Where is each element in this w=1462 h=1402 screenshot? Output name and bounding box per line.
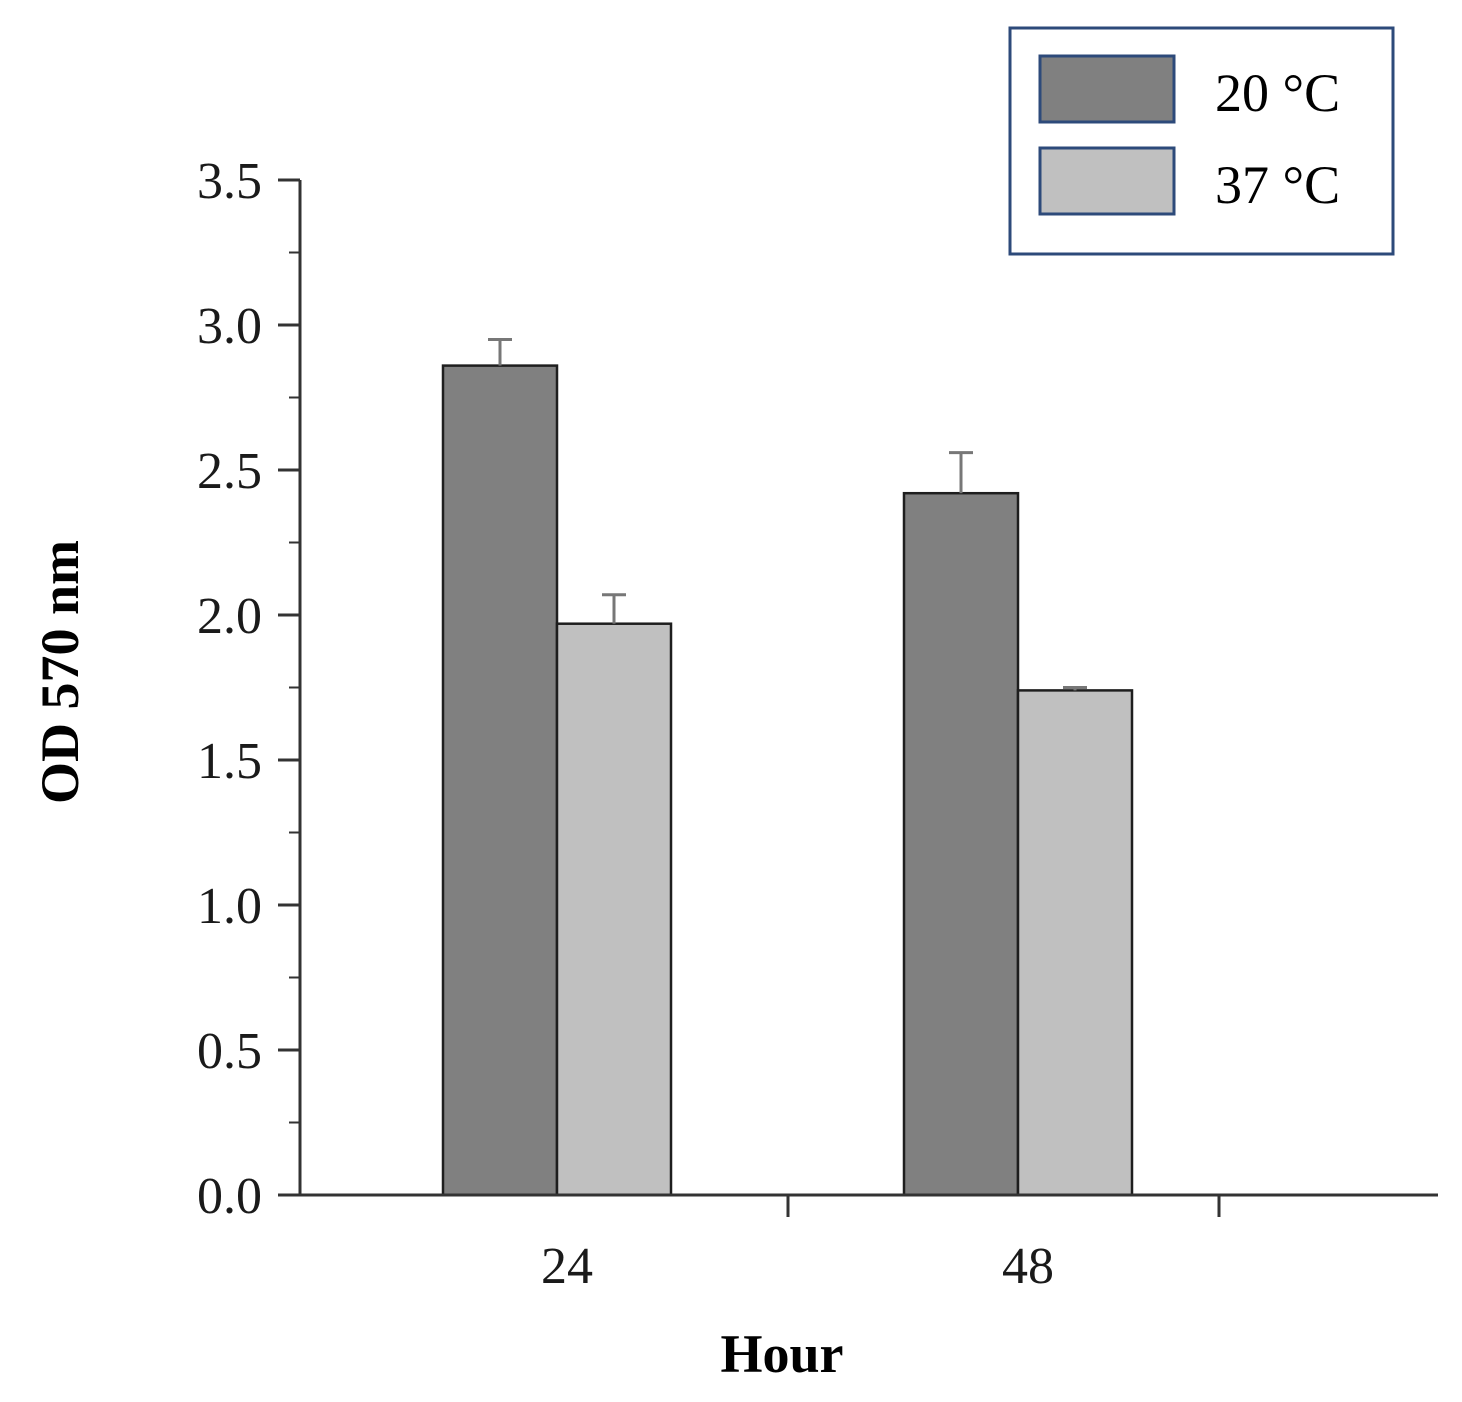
bar-48h-series-1: [1016, 689, 1134, 1197]
legend-swatch-20c: [1038, 54, 1176, 124]
bars: [441, 364, 1134, 1197]
x-axis-ticks: 24 48: [541, 1195, 1221, 1295]
y-tick-label: 2.5: [197, 443, 262, 500]
y-tick-label: 1.0: [197, 878, 262, 935]
bar-24h-series-1: [555, 622, 673, 1197]
legend-label-37c: 37 °C: [1215, 155, 1340, 215]
y-tick-label: 2.0: [197, 588, 262, 645]
y-tick-label: 3.5: [197, 153, 262, 210]
bar-24h-series-0: [441, 364, 559, 1197]
x-tick-label: 24: [541, 1238, 593, 1295]
y-axis-ticks: 0.0 0.5 1.0 1.5 2.0 2.5 3.0 3.5: [197, 153, 300, 1225]
y-tick-label: 0.0: [197, 1168, 262, 1225]
bar-48h-series-0: [902, 491, 1020, 1197]
y-tick-label: 3.0: [197, 298, 262, 355]
legend: 20 °C 37 °C: [1008, 26, 1395, 256]
legend-swatch-37c: [1038, 146, 1176, 216]
y-axis-title: OD 570 nm: [30, 540, 90, 804]
legend-label-20c: 20 °C: [1215, 63, 1340, 123]
x-axis-title: Hour: [720, 1324, 843, 1384]
error-bars: [488, 338, 1087, 691]
y-tick-label: 0.5: [197, 1023, 262, 1080]
y-tick-label: 1.5: [197, 733, 262, 790]
x-tick-label: 48: [1002, 1238, 1054, 1295]
